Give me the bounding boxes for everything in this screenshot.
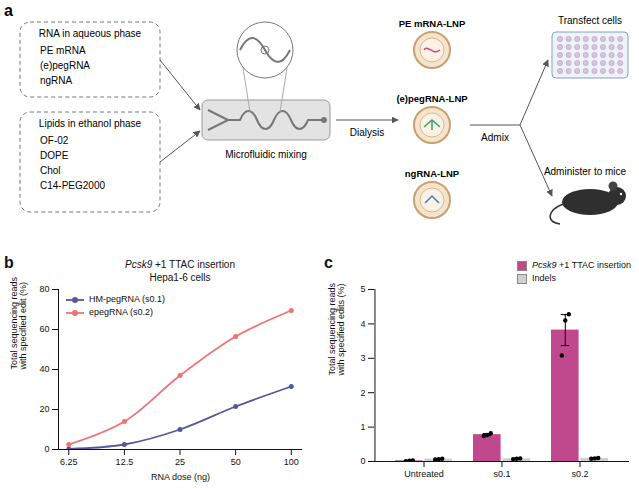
svg-text:PE mRNA-LNP: PE mRNA-LNP: [399, 18, 466, 29]
svg-text:25: 25: [175, 457, 185, 467]
svg-text:Microfluidic mixing: Microfluidic mixing: [225, 149, 307, 160]
svg-text:0: 0: [360, 456, 365, 466]
svg-text:ngRNA-LNP: ngRNA-LNP: [405, 168, 460, 179]
svg-text:Untreated: Untreated: [404, 469, 444, 479]
html-text:Pcsk9 +1 TTAC insertion: Pcsk9 +1 TTAC insertion: [532, 260, 631, 270]
svg-text:3: 3: [360, 353, 365, 363]
svg-text:50: 50: [231, 457, 241, 467]
svg-text:1: 1: [360, 422, 365, 432]
svg-text:100: 100: [284, 457, 299, 467]
svg-text:(e)pegRNA-LNP: (e)pegRNA-LNP: [396, 93, 468, 104]
svg-text:OF-02: OF-02: [40, 135, 69, 146]
svg-text:6.25: 6.25: [60, 457, 78, 467]
svg-text:RNA dose (ng): RNA dose (ng): [151, 472, 210, 482]
svg-text:RNA in aqueous phase: RNA in aqueous phase: [39, 28, 142, 39]
svg-text:Admix: Admix: [481, 132, 509, 143]
svg-text:Transfect cells: Transfect cells: [558, 15, 622, 26]
svg-text:Total sequencing readswith spe: Total sequencing readswith specified edi…: [327, 282, 346, 376]
svg-text:ngRNA: ngRNA: [40, 75, 73, 86]
svg-text:12.5: 12.5: [116, 457, 134, 467]
svg-text:60: 60: [39, 324, 49, 334]
html-text:b: b: [4, 254, 14, 271]
svg-text:Administer to mice: Administer to mice: [544, 166, 627, 177]
svg-text:Dialysis: Dialysis: [350, 127, 384, 138]
html-text:Indels: Indels: [532, 273, 557, 283]
svg-text:20: 20: [39, 404, 49, 414]
html-text:HM-pegRNA (s0.1): HM-pegRNA (s0.1): [89, 294, 165, 304]
svg-text:0: 0: [44, 444, 49, 454]
svg-text:Total sequencing readswith spe: Total sequencing readswith specified edi…: [9, 276, 28, 370]
svg-text:DOPE: DOPE: [40, 150, 69, 161]
html-text:Hepa1-6 cells: Hepa1-6 cells: [149, 272, 211, 283]
svg-text:a: a: [4, 2, 13, 19]
svg-text:40: 40: [39, 364, 49, 374]
svg-text:80: 80: [39, 284, 49, 294]
html-text:epegRNA (s0.2): epegRNA (s0.2): [89, 307, 153, 317]
svg-text:Chol: Chol: [40, 165, 61, 176]
svg-text:5: 5: [360, 284, 365, 294]
svg-text:(e)pegRNA: (e)pegRNA: [40, 60, 90, 71]
svg-text:PE mRNA: PE mRNA: [40, 45, 86, 56]
svg-text:Lipids in ethanol phase: Lipids in ethanol phase: [39, 118, 142, 129]
html-text:c: c: [324, 254, 333, 271]
svg-text:C14-PEG2000: C14-PEG2000: [40, 180, 105, 191]
svg-text:4: 4: [360, 319, 365, 329]
html-text:Pcsk9 +1 TTAC insertion: Pcsk9 +1 TTAC insertion: [125, 259, 235, 270]
svg-text:2: 2: [360, 388, 365, 398]
svg-text:s0.1: s0.1: [493, 469, 510, 479]
svg-text:s0.2: s0.2: [571, 469, 588, 479]
